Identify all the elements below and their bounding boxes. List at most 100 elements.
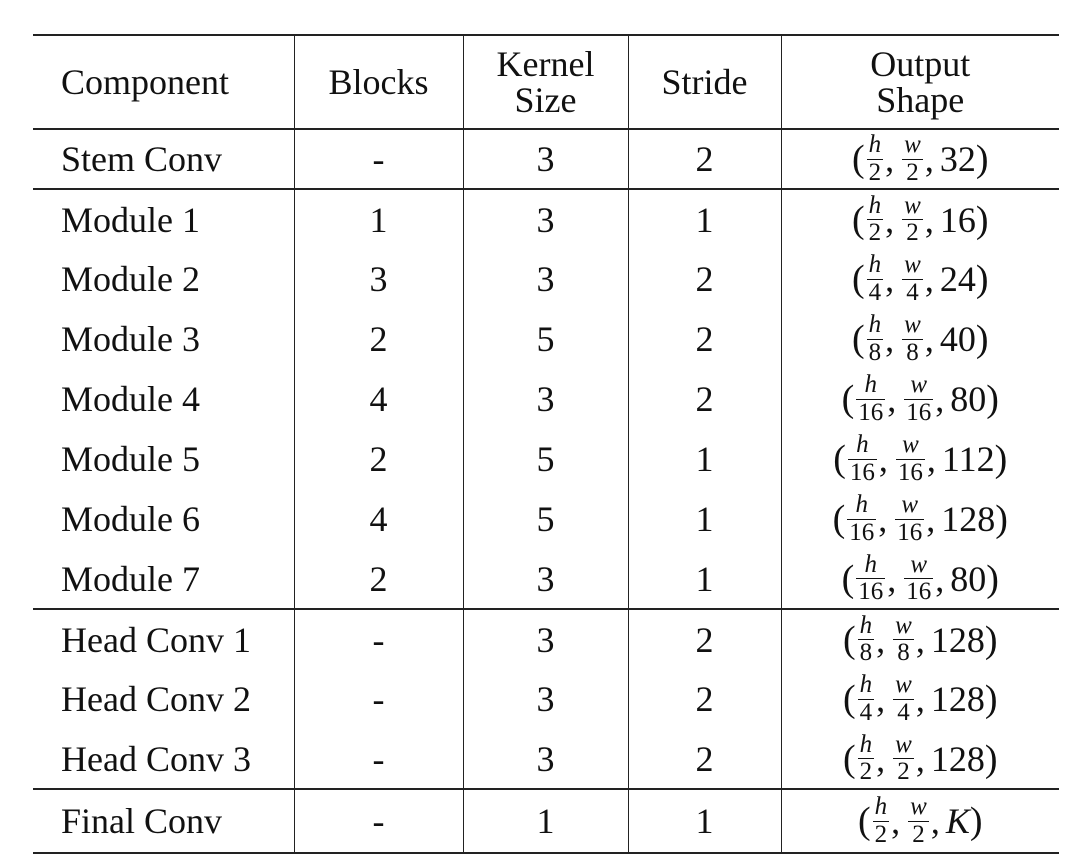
header-output-line1: Output: [870, 44, 971, 84]
channels-value: 128: [930, 679, 985, 719]
channels-value: 128: [941, 499, 996, 539]
height-fraction: h 16: [856, 371, 886, 426]
cell-stride: 1: [627, 489, 781, 549]
width-denominator: 16: [897, 518, 923, 546]
cell-blocks: -: [293, 609, 463, 669]
fraction-bar: [902, 338, 923, 340]
table-row: Module 2 3 3 2 ( h 4 , w 4 , 24 ): [33, 249, 1059, 309]
cell-blocks: -: [293, 729, 463, 789]
height-denominator: 16: [849, 458, 875, 486]
comma: ,: [915, 738, 925, 779]
width-fraction: w 2: [908, 793, 929, 848]
cell-output-shape: ( h 16 , w 16 , 112 ): [780, 429, 1059, 489]
width-fraction: w 4: [893, 671, 914, 726]
width-numerator: w: [904, 311, 921, 339]
fraction-bar: [857, 758, 875, 759]
open-paren: (: [843, 618, 856, 661]
height-fraction: h 2: [866, 131, 884, 186]
height-denominator: 2: [874, 820, 888, 848]
height-fraction: h 16: [856, 550, 886, 606]
cell-stride: 2: [627, 609, 781, 669]
comma: ,: [924, 199, 934, 240]
cell-kernel: 5: [462, 429, 628, 489]
output-shape-expression: ( h 2 , w 2 , 16 ): [852, 191, 989, 247]
fraction-bar: [893, 698, 914, 700]
comma: ,: [891, 801, 901, 841]
height-fraction: h 4: [866, 251, 884, 306]
height-denominator: 16: [849, 518, 875, 546]
comma: ,: [926, 499, 936, 539]
cell-component: Final Conv: [61, 801, 223, 841]
header-kernel-line1: Kernel: [496, 44, 595, 84]
height-denominator: 4: [859, 698, 873, 726]
cell-output-shape: ( h 8 , w 8 , 40 ): [780, 309, 1059, 369]
table-row: Module 1 1 3 1 ( h 2 , w 2 , 16 ): [33, 189, 1059, 249]
header-kernel-line2: Size: [514, 80, 577, 120]
comma: ,: [887, 558, 897, 599]
architecture-table: Component Blocks Kernel Size Stride Outp…: [33, 34, 1059, 854]
close-paren: ): [994, 438, 1008, 480]
width-denominator: 4: [906, 278, 919, 306]
channels-value: K: [945, 801, 970, 841]
cell-blocks: 4: [293, 369, 463, 429]
comma: ,: [885, 139, 895, 179]
channels-value: 128: [930, 738, 985, 779]
width-numerator: w: [910, 793, 927, 821]
cell-blocks: -: [293, 669, 463, 729]
cell-stride: 1: [627, 549, 781, 609]
cell-kernel: 5: [462, 489, 628, 549]
comma: ,: [935, 379, 945, 419]
cell-component: Module 2: [61, 259, 200, 299]
cell-blocks: 2: [293, 549, 463, 609]
close-paren: ): [975, 198, 989, 241]
width-denominator: 2: [897, 758, 910, 785]
fraction-bar: [904, 398, 934, 400]
height-denominator: 8: [859, 639, 873, 666]
comma: ,: [876, 679, 886, 719]
width-fraction: w 2: [902, 192, 923, 247]
height-numerator: h: [868, 131, 882, 159]
height-denominator: 2: [859, 758, 873, 785]
height-fraction: h 2: [872, 793, 890, 848]
fraction-bar: [847, 518, 877, 520]
comma: ,: [885, 199, 895, 240]
open-paren: (: [857, 800, 871, 842]
open-paren: (: [843, 737, 856, 780]
cell-component: Module 1: [61, 199, 200, 240]
height-numerator: h: [868, 191, 882, 219]
width-fraction: w 16: [904, 371, 934, 426]
output-shape-expression: ( h 16 , w 16 , 80 ): [842, 550, 999, 606]
open-paren: (: [852, 198, 865, 241]
comma: ,: [924, 139, 934, 179]
comma: ,: [926, 439, 936, 479]
cell-component: Stem Conv: [61, 139, 223, 179]
fraction-bar: [895, 458, 925, 460]
cell-output-shape: ( h 2 , w 2 , 32 ): [780, 129, 1059, 189]
output-shape-expression: ( h 2 , w 2 , 128 ): [843, 730, 998, 786]
height-numerator: h: [859, 730, 873, 758]
height-numerator: h: [864, 550, 878, 578]
fraction-bar: [902, 158, 923, 160]
header-stride: Stride: [627, 35, 781, 129]
channels-value: 80: [950, 558, 987, 599]
output-shape-expression: ( h 2 , w 2 , K ): [857, 793, 983, 848]
table-row: Final Conv - 1 1 ( h 2 , w 2 , K ): [33, 789, 1059, 853]
channels-value: 80: [950, 379, 987, 419]
width-denominator: 16: [906, 578, 932, 605]
height-denominator: 4: [868, 278, 882, 306]
table-body: Stem Conv - 3 2 ( h 2 , w 2 , 32 ): [33, 129, 1059, 853]
channels-value: 24: [939, 259, 976, 299]
width-fraction: w 16: [895, 491, 925, 546]
table-row: Head Conv 2 - 3 2 ( h 4 , w 4 , 128 ): [33, 669, 1059, 729]
width-numerator: w: [910, 371, 928, 399]
cell-blocks: 3: [293, 249, 463, 309]
fraction-bar: [902, 219, 923, 220]
table-row: Module 3 2 5 2 ( h 8 , w 8 , 40 ): [33, 309, 1059, 369]
table-row: Stem Conv - 3 2 ( h 2 , w 2 , 32 ): [33, 129, 1059, 189]
cell-kernel: 3: [462, 669, 628, 729]
output-shape-expression: ( h 16 , w 16 , 80 ): [842, 371, 999, 426]
close-paren: ): [986, 378, 999, 420]
fraction-bar: [893, 758, 914, 759]
width-numerator: w: [895, 611, 912, 639]
cell-stride: 2: [627, 369, 781, 429]
